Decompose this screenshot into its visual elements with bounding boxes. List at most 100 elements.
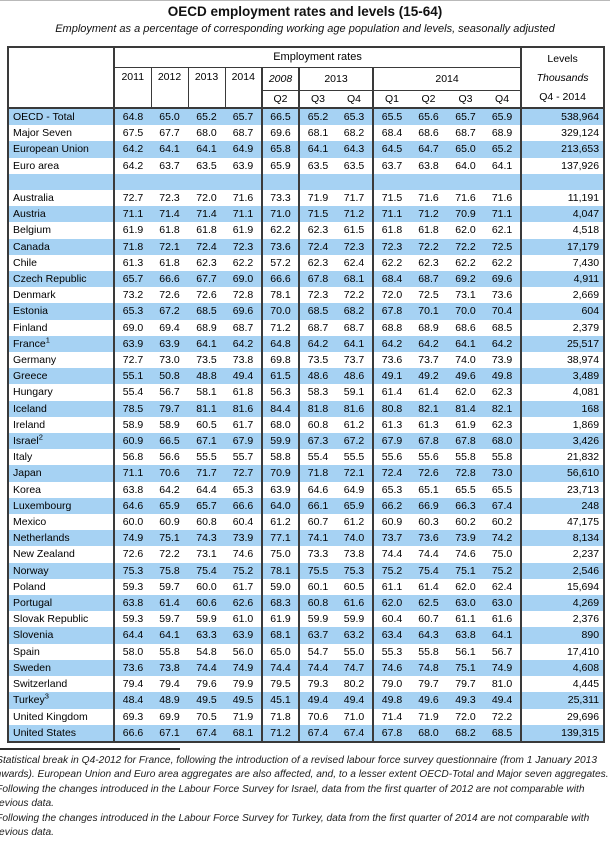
rate-value-cell: 57.2: [262, 254, 300, 272]
rate-value-cell: 68.7: [225, 319, 263, 336]
rate-value-cell: 80.2: [336, 676, 374, 693]
table-row: Iceland 78.5 79.7 81.1 81.6 84.4 81.8 81.6 80.8 8…: [8, 400, 605, 417]
country-name-cell: United States: [8, 724, 115, 742]
footnote-reference: 2: [38, 433, 43, 442]
rate-value-cell: 64.4: [196, 483, 217, 496]
rate-value-cell: 60.8: [299, 595, 336, 612]
rate-value-cell: 67.7: [159, 127, 180, 140]
rate-value-cell: 73.6: [262, 238, 300, 255]
rate-value-cell: 59.9: [262, 433, 300, 450]
country-name-cell: Japan: [8, 465, 115, 482]
quarter-year-header-2014: 2014: [373, 67, 523, 91]
rate-value-cell: 54.8: [196, 645, 217, 658]
rate-value-cell: 63.7: [159, 159, 180, 172]
rate-value-cell: 62.0: [455, 580, 476, 593]
levels-label: Levels: [547, 53, 578, 65]
rate-value-cell: 59.9: [196, 613, 217, 626]
rate-value-cell: 72.2: [447, 238, 484, 255]
rate-value-cell: 67.4: [299, 724, 336, 742]
level-value-cell: 1,869: [572, 418, 600, 431]
rate-value-cell: 62.6: [225, 595, 263, 612]
year-header-2011: 2011: [114, 67, 152, 109]
level-value-cell: 139,315: [521, 724, 605, 742]
rate-value-cell: 70.9: [262, 465, 300, 482]
level-value-cell: 4,269: [521, 595, 605, 612]
rate-value-cell: 72.3: [159, 192, 180, 204]
levels-unit-label: Thousands: [536, 72, 589, 84]
rate-value-cell: 49.6: [447, 368, 484, 385]
rate-value-cell: 72.7: [122, 354, 144, 367]
rate-value-cell: 61.9: [122, 224, 144, 237]
rate-value-cell: 68.6: [455, 321, 476, 334]
rate-value-cell: 73.3: [307, 548, 329, 561]
rate-value-cell: 55.3: [381, 645, 403, 658]
rate-value-cell: 61.2: [336, 416, 374, 434]
rate-value-cell: 60.7: [418, 613, 439, 626]
country-name-cell: Portugal: [8, 595, 115, 612]
rate-value-cell: 63.9: [262, 481, 300, 498]
rate-value-cell: 75.0: [484, 546, 523, 563]
rate-value-cell: 71.6: [455, 192, 476, 204]
country-name-cell: New Zealand: [8, 546, 115, 563]
table-row: OECD - Total 64.8 65.0 65.2 65.7 66.5 65.2 65.3…: [8, 108, 605, 126]
rate-value-cell: 74.4: [299, 659, 336, 677]
page-top-edge: [0, 0, 610, 1]
rate-value-cell: 61.5: [336, 222, 374, 239]
rate-value-cell: 64.2: [299, 335, 336, 353]
level-value-cell: 4,911: [521, 271, 605, 288]
rate-value-cell: 56.0: [225, 643, 263, 660]
rate-value-cell: 61.0: [225, 611, 263, 628]
rate-value-cell: 71.9: [225, 708, 263, 725]
rate-value-cell: 49.2: [410, 368, 447, 385]
rate-value-cell: 72.0: [455, 710, 476, 723]
rate-value-cell: 64.0: [455, 159, 476, 172]
level-value-cell: 21,832: [566, 451, 600, 464]
rate-value-cell: 69.6: [225, 303, 263, 320]
rate-value-cell: 64.1: [299, 141, 336, 158]
rate-value-cell: 79.5: [262, 676, 300, 693]
rate-value-cell: 68.0: [484, 433, 523, 450]
table-row: Italy 56.8 56.6 55.5 55.7 58.8 55.4 55.5 55.6 55.…: [8, 449, 604, 466]
spacer-row: [8, 173, 605, 190]
rate-value-cell: 56.7: [159, 386, 180, 399]
rate-value-cell: 65.0: [151, 108, 188, 126]
rate-value-cell: 68.4: [373, 271, 410, 288]
rate-value-cell: 71.5: [299, 206, 336, 223]
table-body: OECD - Total 64.8 65.0 65.2 65.7 66.5 65.2 65.3…: [8, 108, 605, 742]
rate-value-cell: 66.6: [151, 271, 188, 288]
rate-value-cell: 58.1: [196, 386, 217, 399]
rate-value-cell: 82.1: [484, 400, 523, 417]
rate-value-cell: 62.1: [484, 222, 523, 239]
rate-value-cell: 61.8: [159, 224, 180, 237]
rate-value-cell: 72.8: [225, 287, 263, 304]
country-name-cell: Australia: [8, 190, 115, 207]
footnote-1: 1Statistical break in Q4-2012 for France…: [0, 754, 610, 783]
rate-value-cell: 62.3: [307, 256, 329, 269]
rate-value-cell: 61.8: [225, 384, 263, 401]
rate-value-cell: 74.2: [484, 530, 523, 547]
table-row: Slovenia 64.4 64.1 63.3 63.9 68.1 63.7 63.2 63.4…: [8, 627, 605, 644]
rate-value-cell: 55.5: [336, 449, 374, 466]
rate-value-cell: 70.6: [151, 465, 188, 482]
rate-value-cell: 72.6: [122, 548, 144, 561]
country-name-cell: Denmark: [8, 287, 115, 304]
rate-value-cell: 71.1: [225, 206, 263, 223]
rate-value-cell: 71.2: [262, 319, 300, 336]
rate-value-cell: 61.8: [159, 256, 180, 269]
rate-value-cell: 65.3: [225, 481, 263, 498]
country-name-cell: Israel2: [8, 433, 115, 450]
rate-value-cell: 64.1: [484, 627, 523, 644]
rate-value-cell: 73.2: [122, 289, 144, 302]
rate-value-cell: [225, 173, 263, 190]
rate-value-cell: 79.7: [151, 400, 188, 417]
rate-value-cell: 64.9: [225, 141, 263, 158]
level-value-cell: 168: [521, 400, 605, 417]
rate-value-cell: 71.4: [188, 206, 225, 223]
rate-value-cell: 72.6: [159, 289, 180, 302]
rate-value-cell: 68.1: [336, 271, 374, 288]
rate-value-cell: 67.3: [299, 433, 336, 450]
rate-value-cell: 61.4: [418, 580, 439, 593]
rate-value-cell: 67.4: [188, 724, 225, 742]
rate-value-cell: 68.5: [188, 303, 225, 320]
rate-value-cell: 63.4: [373, 627, 410, 644]
